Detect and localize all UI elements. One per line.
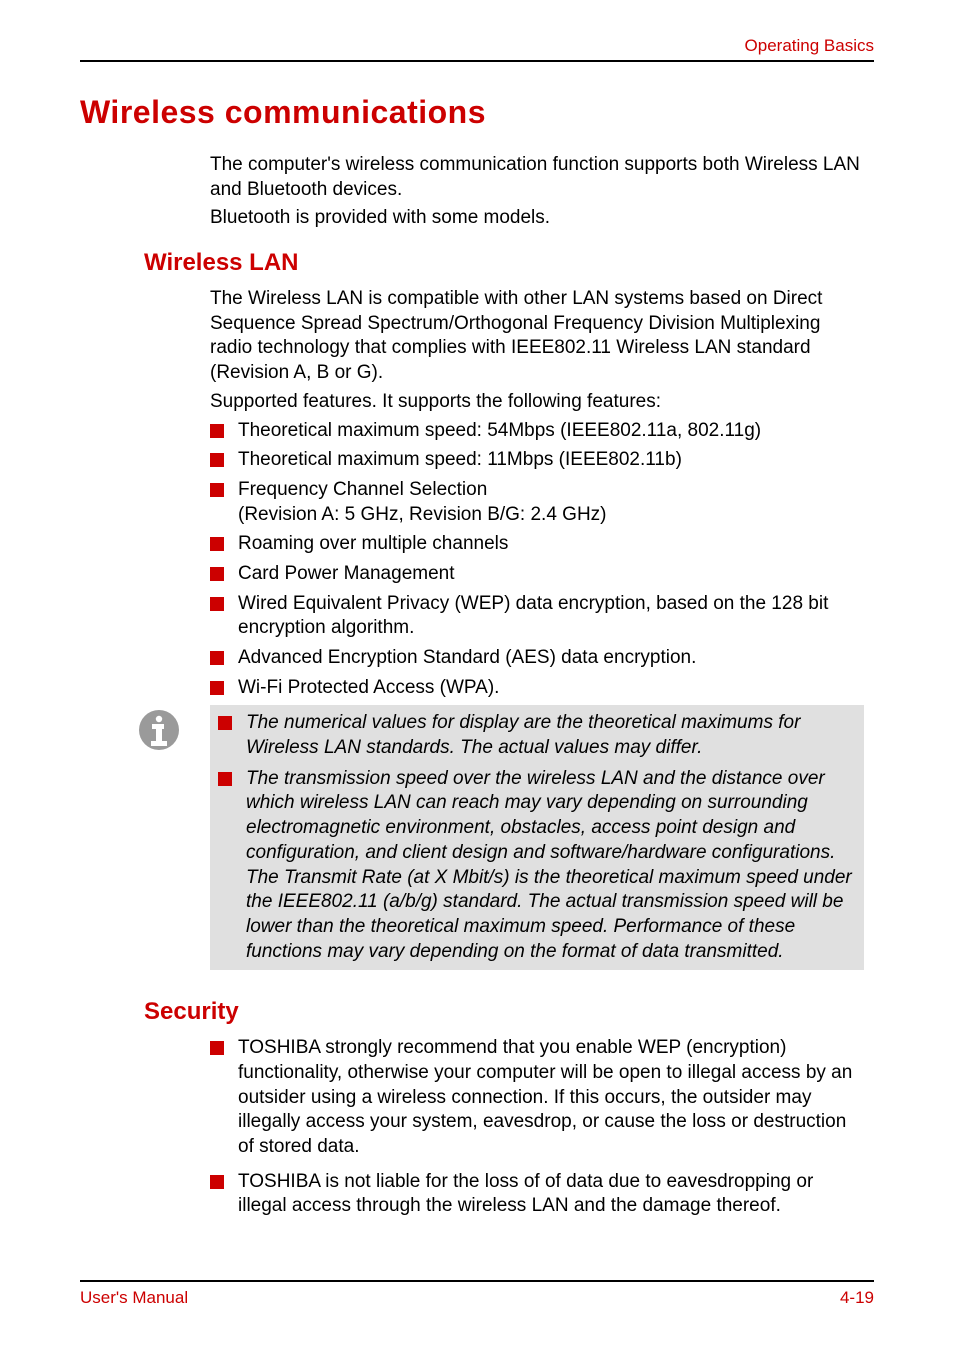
footer-right: 4-19: [840, 1288, 874, 1308]
note-item: The numerical values for display are the…: [218, 711, 856, 760]
info-note-box: The numerical values for display are the…: [210, 705, 864, 970]
section-label: Operating Basics: [80, 36, 874, 56]
page-title: Wireless communications: [80, 94, 874, 131]
page-footer: User's Manual 4-19: [80, 1280, 874, 1308]
intro-paragraph-1: The computer's wireless communication fu…: [210, 153, 864, 202]
wlan-feature-list: Theoretical maximum speed: 54Mbps (IEEE8…: [210, 419, 864, 701]
intro-block: The computer's wireless communication fu…: [210, 153, 864, 231]
list-item: Theoretical maximum speed: 11Mbps (IEEE8…: [210, 448, 864, 473]
list-item: Theoretical maximum speed: 54Mbps (IEEE8…: [210, 419, 864, 444]
info-icon: [138, 709, 180, 751]
note-item: The transmission speed over the wireless…: [218, 767, 856, 965]
page-header: Operating Basics: [80, 36, 874, 62]
security-block: TOSHIBA strongly recommend that you enab…: [210, 1036, 864, 1219]
wlan-block: The Wireless LAN is compatible with othe…: [210, 287, 864, 700]
wlan-paragraph-2: Supported features. It supports the foll…: [210, 390, 864, 415]
list-item: Frequency Channel Selection(Revision A: …: [210, 478, 864, 527]
footer-left: User's Manual: [80, 1288, 188, 1308]
list-item: TOSHIBA is not liable for the loss of of…: [210, 1170, 864, 1219]
wlan-paragraph-1: The Wireless LAN is compatible with othe…: [210, 287, 864, 386]
list-item: Wired Equivalent Privacy (WEP) data encr…: [210, 592, 864, 641]
list-item: Wi-Fi Protected Access (WPA).: [210, 676, 864, 701]
list-item: TOSHIBA strongly recommend that you enab…: [210, 1036, 864, 1159]
security-heading: Security: [144, 998, 874, 1026]
list-item: Roaming over multiple channels: [210, 532, 864, 557]
wlan-heading: Wireless LAN: [144, 249, 874, 277]
info-note-wrapper: The numerical values for display are the…: [80, 705, 874, 970]
list-item: Advanced Encryption Standard (AES) data …: [210, 646, 864, 671]
intro-paragraph-2: Bluetooth is provided with some models.: [210, 206, 864, 231]
list-item: Card Power Management: [210, 562, 864, 587]
security-list: TOSHIBA strongly recommend that you enab…: [210, 1036, 864, 1219]
